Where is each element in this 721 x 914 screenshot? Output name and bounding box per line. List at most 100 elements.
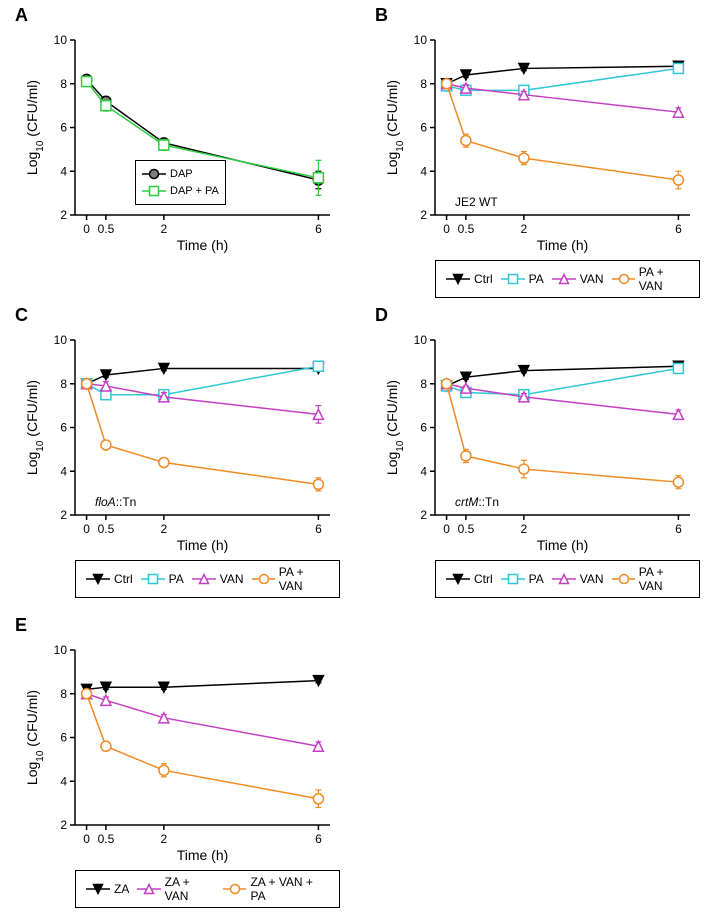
plot-svg: 24681000.526Time (h)Log10 (CFU/ml) — [20, 635, 340, 865]
legend-item: Ctrl — [446, 571, 493, 587]
plot-area: 24681000.526Time (h)Log10 (CFU/ml) — [20, 635, 340, 870]
legend-swatch — [612, 571, 635, 587]
legend-label: Ctrl — [114, 572, 133, 586]
svg-text:4: 4 — [60, 164, 67, 178]
legend-swatch — [141, 571, 165, 587]
panel-label: B — [375, 5, 388, 26]
plot-area: 24681000.526Time (h)Log10 (CFU/ml) — [380, 325, 700, 560]
legend-item: PA + VAN — [252, 565, 329, 593]
svg-text:0: 0 — [443, 522, 450, 536]
external-legend: Ctrl PA VAN PA + VAN — [435, 560, 700, 598]
legend-swatch — [142, 166, 166, 182]
svg-text:Time (h): Time (h) — [177, 537, 229, 553]
svg-text:0: 0 — [83, 522, 90, 536]
svg-text:4: 4 — [60, 774, 67, 788]
svg-text:8: 8 — [60, 687, 67, 701]
panel-label: C — [15, 305, 28, 326]
svg-text:Log10 (CFU/ml): Log10 (CFU/ml) — [384, 380, 406, 475]
svg-text:Log10 (CFU/ml): Log10 (CFU/ml) — [384, 80, 406, 175]
external-legend: ZA ZA + VANZA + VAN + PA — [75, 870, 340, 908]
legend-label: PA + VAN — [279, 565, 329, 593]
legend-label: VAN — [220, 572, 244, 586]
svg-text:0: 0 — [443, 222, 450, 236]
svg-text:6: 6 — [675, 222, 682, 236]
legend-item: VAN — [552, 271, 604, 287]
legend-label: Ctrl — [474, 572, 493, 586]
svg-text:4: 4 — [60, 464, 67, 478]
legend-swatch — [86, 571, 110, 587]
svg-text:2: 2 — [420, 508, 427, 522]
svg-text:0: 0 — [83, 222, 90, 236]
legend-label: DAP + PA — [170, 185, 219, 197]
legend-item: Ctrl — [446, 271, 493, 287]
legend-label: ZA + VAN — [165, 875, 216, 903]
svg-text:2: 2 — [521, 522, 528, 536]
plot-svg: 24681000.526Time (h)Log10 (CFU/ml) — [20, 25, 340, 255]
legend-swatch — [552, 571, 576, 587]
plot-area: 24681000.526Time (h)Log10 (CFU/ml) — [380, 25, 700, 260]
svg-text:Log10 (CFU/ml): Log10 (CFU/ml) — [24, 690, 46, 785]
external-legend: CtrlPAVANPA + VAN — [435, 260, 700, 298]
svg-text:10: 10 — [54, 643, 68, 657]
legend-swatch — [446, 571, 470, 587]
svg-text:Time (h): Time (h) — [537, 237, 589, 253]
svg-text:2: 2 — [521, 222, 528, 236]
legend-label: PA + VAN — [639, 565, 689, 593]
svg-text:6: 6 — [60, 121, 67, 135]
svg-text:Log10 (CFU/ml): Log10 (CFU/ml) — [24, 380, 46, 475]
legend-item: VAN — [192, 571, 244, 587]
plot-svg: 24681000.526Time (h)Log10 (CFU/ml) — [380, 325, 700, 555]
legend-item: PA + VAN — [612, 565, 689, 593]
svg-text:0.5: 0.5 — [458, 522, 475, 536]
plot-area: 24681000.526Time (h)Log10 (CFU/ml) — [20, 25, 340, 260]
svg-text:6: 6 — [675, 522, 682, 536]
legend-item: PA — [501, 571, 544, 587]
svg-text:2: 2 — [60, 508, 67, 522]
legend-label: PA — [529, 572, 544, 586]
svg-text:0.5: 0.5 — [98, 522, 115, 536]
svg-text:6: 6 — [315, 222, 322, 236]
legend-swatch — [612, 271, 635, 287]
svg-text:8: 8 — [420, 77, 427, 91]
svg-text:6: 6 — [315, 522, 322, 536]
svg-text:0.5: 0.5 — [98, 222, 115, 236]
strain-label: JE2 WT — [455, 195, 498, 209]
legend-swatch — [137, 881, 160, 897]
svg-text:10: 10 — [414, 333, 428, 347]
svg-text:10: 10 — [54, 333, 68, 347]
legend-label: PA + VAN — [639, 265, 689, 293]
legend-item: PA — [141, 571, 184, 587]
svg-text:10: 10 — [54, 33, 68, 47]
svg-text:10: 10 — [414, 33, 428, 47]
legend-item: DAP + PA — [142, 183, 219, 199]
svg-text:2: 2 — [161, 522, 168, 536]
plot-svg: 24681000.526Time (h)Log10 (CFU/ml) — [20, 325, 340, 555]
svg-text:4: 4 — [420, 164, 427, 178]
svg-text:2: 2 — [60, 208, 67, 222]
legend-swatch — [252, 571, 275, 587]
svg-text:Time (h): Time (h) — [177, 847, 229, 863]
legend-swatch — [552, 271, 576, 287]
legend-item: ZA + VAN + PA — [223, 875, 329, 903]
svg-text:0.5: 0.5 — [98, 832, 115, 846]
svg-text:Time (h): Time (h) — [177, 237, 229, 253]
svg-text:6: 6 — [315, 832, 322, 846]
svg-text:8: 8 — [420, 377, 427, 391]
legend-item: ZA — [86, 881, 129, 897]
svg-text:6: 6 — [420, 121, 427, 135]
svg-text:Time (h): Time (h) — [537, 537, 589, 553]
legend-label: PA — [169, 572, 184, 586]
legend-item: PA + VAN — [612, 265, 689, 293]
legend-label: DAP — [170, 168, 193, 180]
legend-swatch — [192, 571, 216, 587]
legend-swatch — [446, 271, 470, 287]
panel-label: E — [15, 615, 27, 636]
legend-label: VAN — [580, 572, 604, 586]
plot-area: 24681000.526Time (h)Log10 (CFU/ml) — [20, 325, 340, 560]
strain-label: crtM::Tn — [455, 495, 499, 509]
legend-item: VAN — [552, 571, 604, 587]
svg-text:0: 0 — [83, 832, 90, 846]
strain-label: floA::Tn — [95, 495, 136, 509]
svg-text:6: 6 — [60, 731, 67, 745]
svg-text:8: 8 — [60, 77, 67, 91]
